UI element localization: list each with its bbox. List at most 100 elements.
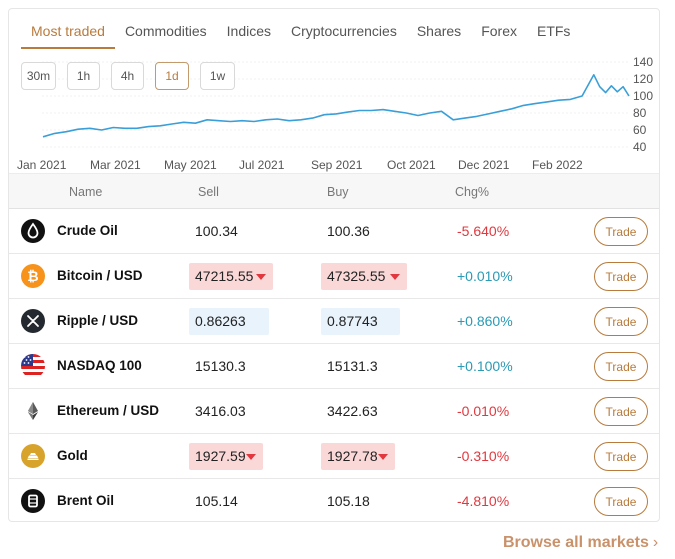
grid-dot (302, 129, 304, 131)
grid-dot (250, 112, 252, 114)
buy-price[interactable]: 100.36 (327, 223, 370, 239)
grid-dot (250, 61, 252, 63)
timeframe-30m-button[interactable]: 30m (21, 62, 56, 90)
tab-etfs[interactable]: ETFs (536, 23, 571, 39)
grid-dot (530, 129, 532, 131)
grid-dot (622, 146, 624, 148)
grid-dot (186, 112, 188, 114)
grid-dot (122, 129, 124, 131)
tab-indices[interactable]: Indices (226, 23, 271, 39)
grid-dot (190, 146, 192, 148)
buy-price[interactable]: 47325.55 (321, 263, 407, 290)
sell-price[interactable]: 15130.3 (195, 358, 246, 374)
grid-dot (250, 129, 252, 131)
grid-dot (414, 78, 416, 80)
timeframe-1w-button[interactable]: 1w (200, 62, 235, 90)
grid-dot (290, 146, 292, 148)
grid-dot (526, 112, 528, 114)
browse-all-markets-link[interactable]: Browse all markets › (503, 534, 658, 552)
grid-dot (366, 146, 368, 148)
grid-dot (558, 112, 560, 114)
grid-dot (322, 78, 324, 80)
grid-dot (294, 78, 296, 80)
grid-dot (190, 61, 192, 63)
sell-price[interactable]: 105.14 (195, 493, 238, 509)
grid-dot (106, 95, 108, 97)
grid-dot (482, 61, 484, 63)
grid-dot (374, 61, 376, 63)
grid-dot (318, 78, 320, 80)
buy-price[interactable]: 105.18 (327, 493, 370, 509)
grid-dot (602, 146, 604, 148)
grid-dot (614, 146, 616, 148)
grid-dot (490, 146, 492, 148)
grid-dot (134, 129, 136, 131)
grid-dot (214, 112, 216, 114)
grid-dot (274, 129, 276, 131)
grid-dot (158, 95, 160, 97)
grid-dot (614, 129, 616, 131)
trade-button[interactable]: Trade (594, 397, 648, 426)
tab-commodities[interactable]: Commodities (124, 23, 207, 39)
grid-dot (394, 129, 396, 131)
grid-dot (266, 61, 268, 63)
grid-dot (402, 146, 404, 148)
tab-forex[interactable]: Forex (481, 23, 517, 39)
tab-cryptocurrencies[interactable]: Cryptocurrencies (291, 23, 397, 39)
sell-price[interactable]: 0.86263 (189, 308, 269, 335)
grid-dot (54, 146, 56, 148)
tab-most-traded[interactable]: Most traded (21, 9, 115, 49)
grid-dot (538, 95, 540, 97)
buy-price[interactable]: 3422.63 (327, 403, 378, 419)
grid-dot (90, 95, 92, 97)
grid-dot (390, 78, 392, 80)
grid-dot (154, 112, 156, 114)
grid-dot (598, 129, 600, 131)
trade-button[interactable]: Trade (594, 352, 648, 381)
trade-button[interactable]: Trade (594, 307, 648, 336)
timeframe-1d-button[interactable]: 1d (155, 62, 189, 90)
grid-dot (574, 146, 576, 148)
grid-dot (202, 129, 204, 131)
grid-dot (326, 61, 328, 63)
grid-dot (446, 146, 448, 148)
grid-dot (498, 129, 500, 131)
sell-price[interactable]: 47215.55 (189, 263, 273, 290)
grid-dot (378, 129, 380, 131)
timeframe-1h-button[interactable]: 1h (67, 62, 100, 90)
grid-dot (426, 78, 428, 80)
grid-dot (358, 78, 360, 80)
grid-dot (582, 146, 584, 148)
buy-price[interactable]: 0.87743 (321, 308, 400, 335)
grid-dot (482, 78, 484, 80)
markets-widget: Most traded Commodities Indices Cryptocu… (8, 8, 660, 522)
buy-price[interactable]: 1927.78 (321, 443, 395, 470)
grid-dot (118, 129, 120, 131)
trade-button[interactable]: Trade (594, 442, 648, 471)
x-tick-label: Jul 2021 (239, 158, 285, 172)
sell-price[interactable]: 100.34 (195, 223, 238, 239)
buy-price[interactable]: 15131.3 (327, 358, 378, 374)
grid-dot (338, 95, 340, 97)
grid-dot (394, 78, 396, 80)
grid-dot (74, 112, 76, 114)
sell-price[interactable]: 3416.03 (195, 403, 246, 419)
grid-dot (50, 146, 52, 148)
grid-dot (70, 95, 72, 97)
grid-dot (166, 129, 168, 131)
grid-dot (618, 112, 620, 114)
grid-dot (394, 146, 396, 148)
tab-shares[interactable]: Shares (416, 23, 462, 39)
grid-dot (550, 95, 552, 97)
grid-dot (502, 61, 504, 63)
trade-button[interactable]: Trade (594, 262, 648, 291)
trade-button[interactable]: Trade (594, 487, 648, 516)
timeframe-4h-button[interactable]: 4h (111, 62, 144, 90)
grid-dot (66, 146, 68, 148)
grid-dot (218, 146, 220, 148)
trade-button[interactable]: Trade (594, 217, 648, 246)
grid-dot (626, 146, 628, 148)
grid-dot (406, 146, 408, 148)
sell-price[interactable]: 1927.59 (189, 443, 263, 470)
grid-dot (106, 61, 108, 63)
